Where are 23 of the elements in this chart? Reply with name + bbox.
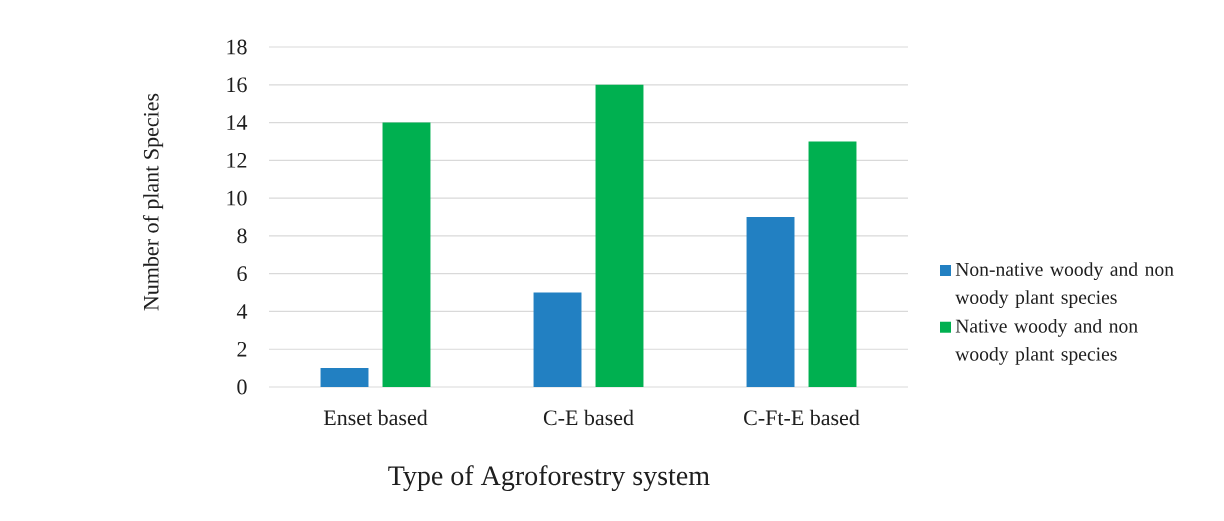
x-tick-label: C-E based: [543, 409, 634, 426]
y-tick-label: 6: [237, 266, 247, 282]
bar: [320, 368, 369, 388]
x-tick-label: Enset based: [323, 409, 428, 426]
y-tick-label: 12: [227, 153, 247, 168]
bar: [382, 122, 431, 388]
y-axis-title: Number of plant Species: [142, 93, 164, 311]
x-axis-title: Type of Agroforestry system: [388, 465, 710, 491]
y-tick-label: 2: [237, 341, 247, 357]
y-tick-label: 18: [227, 39, 247, 55]
y-tick-label: 0: [237, 379, 247, 395]
legend-label: Non-native woody and non woody plant species: [955, 262, 1174, 309]
y-tick-label: 10: [227, 190, 247, 206]
bar: [533, 292, 582, 388]
bar: [746, 217, 795, 388]
y-tick-label: 4: [236, 304, 248, 319]
y-tick-label: 14: [227, 115, 248, 130]
bar: [595, 84, 644, 388]
bar: [808, 141, 857, 388]
x-tick-label: C-Ft-E based: [744, 409, 860, 426]
y-tick-label: 8: [237, 228, 247, 244]
legend-label: Native woody and non woody plant species: [955, 318, 1138, 365]
y-tick-label: 16: [227, 77, 247, 93]
